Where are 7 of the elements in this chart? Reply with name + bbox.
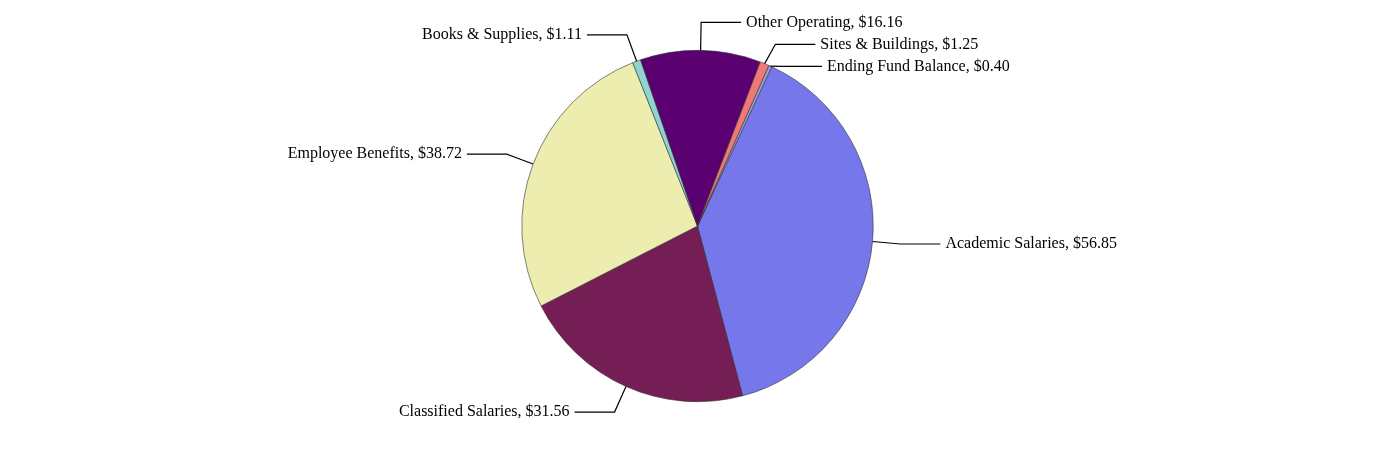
slice-label: Classified Salaries, $31.56 [398,402,570,420]
slice-label: Books & Supplies, $1.11 [422,25,582,44]
slice-label: Employee Benefits, $38.72 [287,144,462,163]
slice-label: Ending Fund Balance, $0.40 [827,56,1010,75]
slice-label: Other Operating, $16.16 [746,12,903,31]
slice-label: Academic Salaries, $56.85 [945,234,1117,252]
slice-label: Sites & Buildings, $1.25 [820,34,979,53]
